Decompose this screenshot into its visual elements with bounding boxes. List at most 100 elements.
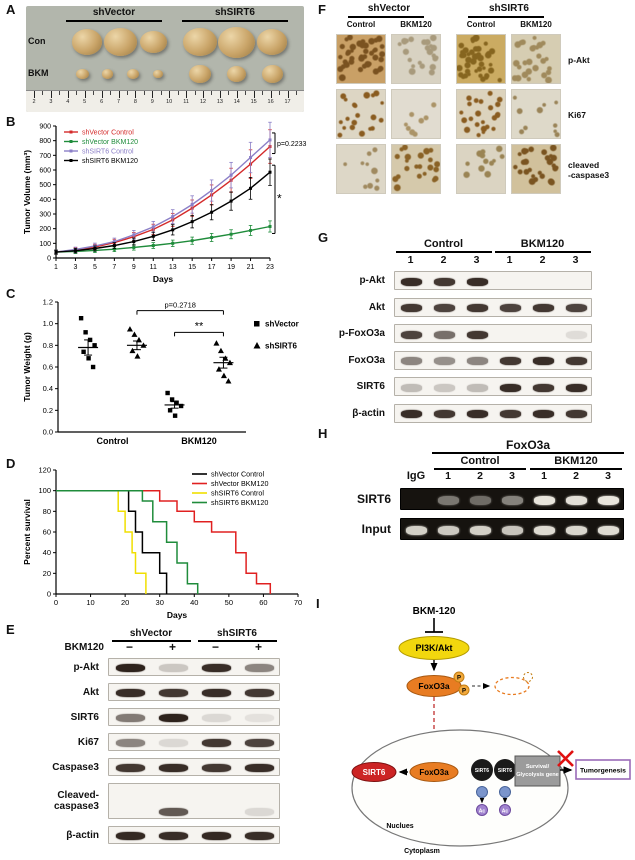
ac-mark: [499, 804, 511, 816]
ruler-tick: [219, 91, 221, 98]
svg-text:Ac: Ac: [479, 808, 486, 814]
protein-band: [598, 525, 620, 535]
sirt6-chromatin: [494, 759, 516, 781]
row-label-bkm: BKM: [28, 68, 49, 78]
survival-chart: 0 20 40 60 80 100 120 0 10 20 30 40 50 60 70 shVector C…: [20, 462, 310, 621]
lane-sign: +: [254, 640, 262, 654]
panel-letter-h: H: [318, 426, 328, 441]
protein-band: [406, 525, 428, 535]
blot-label: Akt: [82, 686, 99, 698]
nuclear-foxo3a-node: [409, 762, 459, 782]
ihc-group-shsirt6: shSIRT6: [488, 3, 529, 14]
series-line: [55, 171, 271, 253]
blot-group-header: shSIRT6: [216, 628, 257, 639]
protein-band: [202, 764, 231, 772]
protein-band: [438, 495, 460, 505]
row-label-con: Con: [28, 36, 46, 46]
blot-label: Cleaved-caspase3: [53, 790, 99, 812]
ihc-image: [391, 89, 441, 139]
ruler-minor-tick: [228, 91, 230, 95]
data-point: [92, 343, 97, 348]
nucleus-outline: [351, 729, 569, 847]
svg-text:23: 23: [266, 264, 274, 271]
panel-letter-c: C: [6, 286, 16, 301]
svg-text:p=0.2233: p=0.2233: [277, 141, 306, 148]
data-point: [174, 400, 179, 405]
ruler-minor-tick: [245, 91, 247, 95]
svg-text:120: 120: [38, 466, 51, 475]
protein-band: [202, 689, 231, 697]
svg-text:0.8: 0.8: [43, 341, 53, 350]
ruler-number: 7: [116, 99, 121, 105]
protein-band: [502, 495, 524, 505]
pi3k-akt-node: [398, 636, 470, 660]
cytoplasm-label: Cytoplasm: [404, 848, 440, 855]
blot-label: SIRT6: [70, 711, 99, 723]
svg-text:40: 40: [43, 548, 51, 557]
sirt6-chromatin: [471, 759, 493, 781]
svg-text:shVector Control: shVector Control: [211, 470, 265, 479]
svg-text:300: 300: [39, 212, 51, 219]
ruler-tick: [118, 91, 120, 98]
ruler-tick: [203, 91, 204, 98]
tumor-volume-chart: 0 100 200 300 400 500 600 700 800 900 1 3 5 7 9 11 13 15 1…: [20, 120, 310, 284]
ihc-row-label-ki67: Ki67: [568, 110, 586, 120]
protein-band: [245, 689, 274, 697]
protein-band: [116, 739, 145, 747]
data-point: [215, 366, 222, 372]
western-blot-g: Control BKM120 1 2 3 1 2 3 p-Akt Akt p-FoxO3a FoxO3…: [330, 238, 630, 428]
protein-band: [400, 383, 423, 392]
gel-strip: [108, 683, 280, 701]
ruler-number: 17: [284, 99, 291, 105]
gel-strip: [394, 350, 592, 370]
data-point: [213, 340, 220, 346]
title-underline: [432, 452, 624, 454]
panel-letter-e: E: [6, 622, 15, 637]
protein-band: [433, 410, 456, 418]
protein-band: [499, 383, 522, 392]
blot-row-actin: β-actin: [330, 402, 630, 425]
data-point: [78, 316, 84, 321]
protein-band: [116, 689, 145, 697]
svg-text:30: 30: [156, 598, 164, 607]
svg-text:shSIRT6 Control: shSIRT6 Control: [211, 489, 264, 498]
lane-number: 2: [573, 470, 579, 482]
ihc-sub-bkm120-1: BKM120: [400, 20, 432, 29]
protein-band: [400, 304, 423, 312]
group-underline: [530, 468, 622, 470]
svg-text:80: 80: [43, 507, 51, 516]
ruler-tick: [186, 91, 188, 98]
svg-text:7: 7: [112, 264, 116, 271]
chip-assay: FoxO3a Control BKM120 IgG 1 2 3 1 2 3 SIRT6 Input: [332, 438, 632, 550]
svg-text:9: 9: [132, 264, 136, 271]
data-point: [129, 347, 136, 354]
ruler-number: 9: [150, 99, 154, 105]
svg-text:0.4: 0.4: [43, 384, 53, 393]
svg-text:15: 15: [188, 264, 196, 271]
ruler-tick: [34, 91, 35, 98]
blot-label: SIRT6: [356, 491, 391, 506]
protein-band: [245, 714, 274, 722]
ihc-image: [456, 34, 506, 84]
svg-text:200: 200: [39, 226, 51, 233]
protein-band: [566, 525, 588, 535]
tumor-container: [26, 6, 304, 112]
ruler-number: 3: [49, 99, 53, 105]
survival-curve: [56, 489, 272, 594]
group-underline: [111, 640, 191, 642]
group-underline: [182, 20, 288, 22]
ruler-minor-tick: [177, 91, 179, 95]
tumor: [102, 69, 113, 79]
protein-band: [400, 277, 423, 286]
svg-text:17: 17: [208, 264, 216, 271]
svg-text:FoxO3a: FoxO3a: [419, 768, 449, 777]
gel-strip: [400, 488, 624, 510]
protein-band: [565, 410, 588, 418]
blot-label: FoxO3a: [348, 354, 385, 366]
svg-text:5: 5: [93, 264, 97, 271]
ruler-tick: [152, 91, 154, 98]
protein-band: [245, 739, 274, 747]
svg-text:60: 60: [259, 598, 267, 607]
svg-text:Survival/: Survival/: [526, 764, 550, 770]
group-underline: [395, 251, 492, 253]
